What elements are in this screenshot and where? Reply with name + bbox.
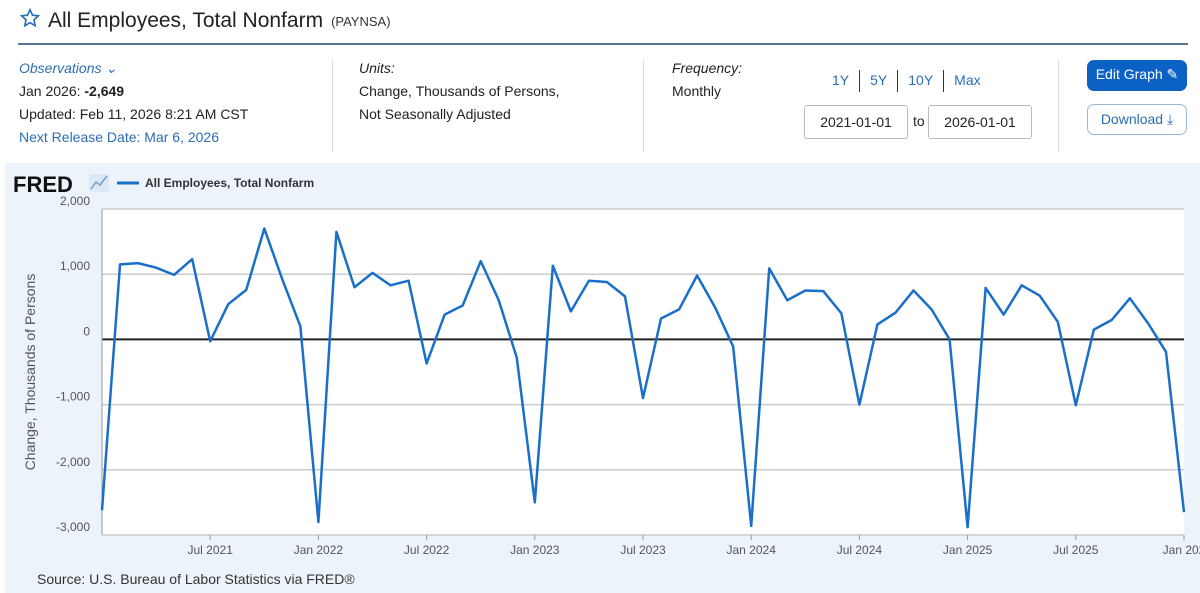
end-date-input[interactable]: 2026-01-01 [928,105,1032,139]
range-5y[interactable]: 5Y [870,72,888,89]
y-axis-label: Change, Thousands of Persons [22,274,38,471]
y-tick-label: 2,000 [60,194,90,208]
legend-label: All Employees, Total Nonfarm [145,176,314,190]
next-release-link[interactable]: Next Release Date: Mar 6, 2026 [19,129,219,145]
latest-label: Jan 2026: [19,83,81,99]
y-tick-label: 0 [83,324,90,338]
x-tick-label: Jan 202 [1163,543,1200,557]
chart-trend-icon [89,174,109,192]
frequency-value: Monthly [672,83,722,99]
divider [332,60,333,152]
x-tick-label: Jul 2024 [837,543,883,557]
updated-text: Updated: Feb 11, 2026 8:21 AM CST [19,106,249,122]
x-tick-label: Jan 2023 [510,543,560,557]
range-max[interactable]: Max [954,72,981,89]
star-outline-icon[interactable] [19,7,41,34]
x-tick-label: Jan 2025 [943,543,993,557]
y-tick-label: -1,000 [56,390,90,404]
frequency-label: Frequency: [672,60,743,76]
download-icon: ⤓ [1166,111,1174,127]
y-tick-label: 1,000 [60,259,90,273]
chevron-down-icon: ⌄ [105,60,118,76]
divider [643,60,644,152]
download-button[interactable]: Download ⤓ [1087,104,1187,135]
x-tick-label: Jan 2022 [294,543,344,557]
fred-logo: FRED [13,172,73,197]
observations-panel: Observations ⌄ Jan 2026: -2,649 Updated:… [19,57,248,149]
x-tick-label: Jul 2025 [1053,543,1099,557]
observations-dropdown[interactable]: Observations ⌄ [19,60,118,76]
x-tick-label: Jul 2023 [620,543,666,557]
series-title: All Employees, Total Nonfarm [48,9,324,32]
x-tick-label: Jan 2024 [727,543,777,557]
x-tick-label: Jul 2021 [188,543,234,557]
to-label: to [913,113,925,129]
start-date-input[interactable]: 2021-01-01 [804,105,908,139]
series-id: (PAYNSA) [331,13,391,29]
edit-graph-button[interactable]: Edit Graph ✎ [1087,60,1187,91]
y-tick-label: -3,000 [56,520,90,534]
y-tick-label: -2,000 [56,455,90,469]
plot-area [102,209,1184,535]
x-tick-label: Jul 2022 [404,543,450,557]
latest-value: -2,649 [84,83,125,99]
divider [18,43,1188,45]
range-1y[interactable]: 1Y [832,72,850,89]
units-label: Units: [359,60,395,76]
edit-icon: ✎ [1166,66,1179,82]
page-title: All Employees, Total Nonfarm (PAYNSA) [19,7,391,34]
units-line2: Not Seasonally Adjusted [359,106,511,122]
divider [1058,60,1059,152]
units-line1: Change, Thousands of Persons, [359,83,560,99]
source-text: Source: U.S. Bureau of Labor Statistics … [37,571,355,587]
range-10y[interactable]: 10Y [908,72,934,89]
range-buttons: 1Y 5Y 10Y Max [822,70,991,92]
